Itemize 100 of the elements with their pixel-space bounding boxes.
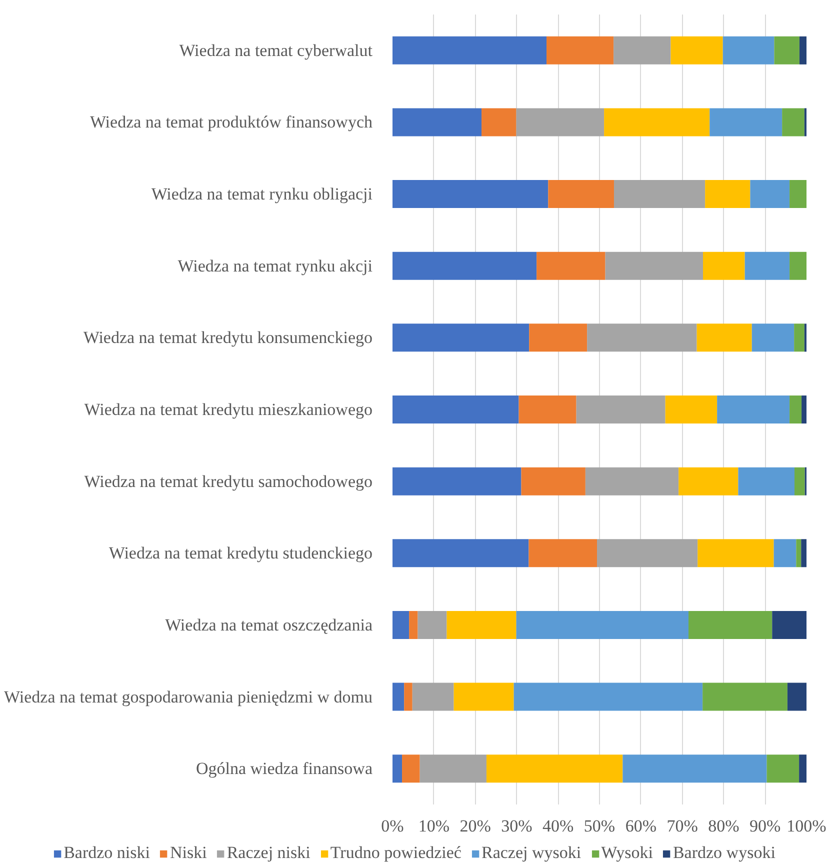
bar: [790, 252, 806, 280]
bar: [529, 324, 588, 352]
bar: [766, 754, 800, 783]
bar: [794, 467, 805, 496]
bar: [392, 36, 547, 64]
bar: [486, 754, 623, 783]
bar: [585, 467, 679, 496]
x-tick-label: 40%: [542, 816, 574, 836]
bar: [392, 467, 522, 496]
bar: [412, 682, 454, 711]
bar: [670, 36, 723, 64]
bar: [705, 180, 750, 208]
bar: [801, 539, 806, 568]
bar: [546, 36, 614, 64]
y-tick-label: Wiedza na temat cyberwalut: [179, 40, 373, 60]
y-tick-label: Wiedza na temat rynku obligacji: [151, 184, 373, 204]
bar: [392, 539, 529, 568]
legend-label: Niski: [170, 843, 207, 863]
y-tick-label: Wiedza na temat kredytu studenckiego: [108, 544, 373, 563]
bar: [678, 467, 738, 496]
bar: [710, 108, 782, 136]
bar: [420, 754, 486, 783]
legend-label: Raczej wysoki: [481, 843, 582, 863]
y-tick-label: Wiedza na temat kredytu konsumenckiego: [83, 328, 373, 348]
y-tick-label: Wiedza na temat produktów finansowych: [90, 112, 373, 132]
bar: [516, 108, 604, 136]
bar: [717, 395, 790, 424]
y-tick-label: Wiedza na temat kredytu samochodowego: [84, 472, 373, 491]
bar: [702, 682, 788, 711]
legend-label: Trudno powiedzieć: [330, 843, 462, 863]
bar: [392, 252, 537, 280]
x-tick-label: 10%: [418, 816, 450, 836]
y-tick-label: Wiedza na temat gospodarowania pieniędzmi w domu: [4, 687, 373, 706]
bar: [392, 180, 548, 208]
bar: [446, 610, 516, 639]
bar: [392, 754, 402, 783]
bar: [665, 395, 718, 424]
bar: [518, 395, 576, 424]
bar: [790, 395, 802, 424]
bar: [392, 682, 404, 711]
bar: [722, 36, 774, 64]
legend-label: Bardzo niski: [64, 843, 150, 863]
bar: [482, 108, 516, 136]
x-tick-label: 90%: [750, 816, 781, 836]
bar: [774, 539, 796, 568]
bar: [409, 610, 418, 639]
legend-label: Wysoki: [601, 843, 653, 863]
bar: [799, 754, 806, 783]
bar: [744, 252, 790, 280]
bar: [521, 467, 586, 496]
bar: [402, 754, 420, 783]
bar: [392, 610, 410, 639]
y-tick-label: Wiedza na temat rynku akcji: [178, 256, 373, 276]
bar: [605, 252, 703, 280]
bar: [772, 610, 806, 639]
bar: [454, 682, 514, 711]
legend-label: Bardzo wysoki: [672, 843, 776, 863]
bar: [796, 539, 802, 568]
bar: [688, 610, 772, 639]
x-tick-label: 20%: [460, 816, 491, 836]
legend-label: Raczej niski: [226, 843, 310, 863]
y-tick-label: Wiedza na temat kredytu mieszkaniowego: [84, 400, 372, 419]
x-tick-label: 80%: [708, 816, 740, 836]
bar: [516, 610, 689, 639]
bar: [392, 395, 519, 424]
x-tick-label: 30%: [501, 816, 532, 836]
bar: [696, 324, 752, 352]
bar: [622, 754, 767, 783]
bar: [514, 682, 703, 711]
bar: [576, 395, 666, 424]
x-tick-label: 60%: [625, 816, 656, 836]
bar: [404, 682, 412, 711]
bar: [799, 36, 806, 64]
x-tick-label: 70%: [666, 816, 698, 836]
bar: [597, 539, 698, 568]
bar: [604, 108, 710, 136]
bar: [698, 539, 774, 568]
bar: [536, 252, 606, 280]
bar: [614, 36, 671, 64]
bar: [418, 610, 447, 639]
x-tick-label: 50%: [584, 816, 616, 836]
bar: [782, 108, 804, 136]
x-tick-label: 0%: [381, 816, 404, 836]
bar: [752, 324, 794, 352]
bar: [790, 180, 806, 208]
bar: [750, 180, 790, 208]
bar: [703, 252, 745, 280]
bar: [794, 324, 804, 352]
y-tick-label: Ogólna wiedza finansowa: [196, 759, 373, 778]
bar: [392, 324, 530, 352]
bar: [738, 467, 794, 496]
bar: [614, 180, 706, 208]
bar: [548, 180, 614, 208]
x-tick-label: 100%: [786, 816, 826, 836]
bar: [787, 682, 806, 711]
bar: [392, 108, 482, 136]
y-tick-label: Wiedza na temat oszczędzania: [165, 615, 373, 634]
bar: [802, 395, 806, 424]
bar: [587, 324, 697, 352]
bar: [774, 36, 800, 64]
